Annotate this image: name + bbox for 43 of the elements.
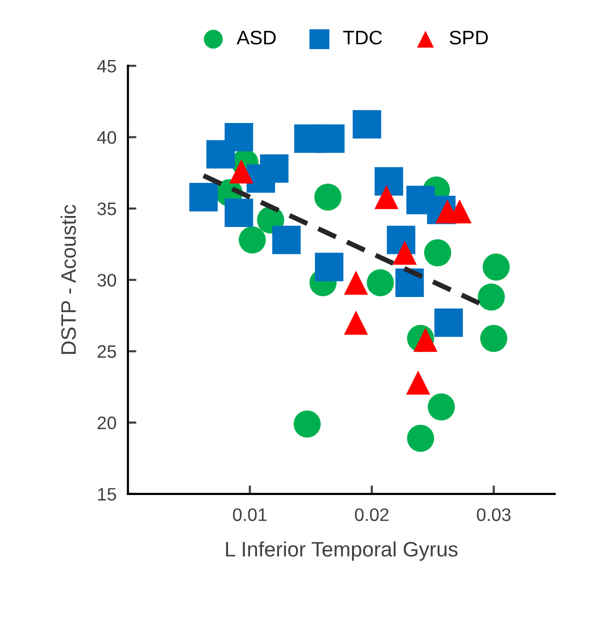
point: [344, 310, 368, 335]
point: [316, 124, 345, 153]
y-tick-label: 15: [98, 488, 116, 501]
y-tick-label: 45: [97, 60, 116, 73]
legend-label: ASD: [236, 30, 276, 44]
point: [314, 184, 342, 211]
point: [189, 182, 218, 212]
x-tick-label: 0.01: [233, 508, 267, 522]
point: [448, 199, 472, 224]
point: [434, 308, 463, 337]
point: [238, 226, 266, 254]
point: [272, 226, 301, 254]
x-axis-title: L Inferior Temporal Gyrus: [226, 541, 458, 561]
point: [478, 283, 505, 311]
point: [374, 185, 398, 210]
y-tick-label: 30: [97, 274, 116, 287]
point: [428, 393, 455, 420]
point: [344, 270, 368, 295]
point: [229, 159, 254, 184]
point: [366, 269, 394, 296]
x-tick-label: 0.03: [476, 508, 511, 522]
point: [224, 198, 254, 228]
point: [206, 140, 235, 169]
point: [413, 328, 438, 352]
point: [407, 424, 434, 452]
point: [392, 240, 417, 265]
point: [406, 370, 430, 395]
y-axis-title: DSTP - Acoustic: [60, 204, 76, 354]
point: [314, 252, 344, 282]
y-tick-label: 20: [98, 416, 116, 430]
point: [482, 254, 510, 281]
y-tick-label: 25: [98, 345, 116, 358]
legend-label: SPD: [450, 30, 488, 44]
point: [352, 110, 382, 139]
point: [374, 167, 404, 196]
y-tick-label: 40: [97, 131, 116, 144]
point: [246, 164, 276, 193]
point: [480, 324, 508, 352]
point: [424, 239, 452, 266]
legend-label: TDC: [343, 30, 382, 44]
x-tick-label: 0.02: [354, 508, 388, 522]
y-tick-label: 35: [97, 202, 116, 216]
point: [294, 410, 321, 438]
